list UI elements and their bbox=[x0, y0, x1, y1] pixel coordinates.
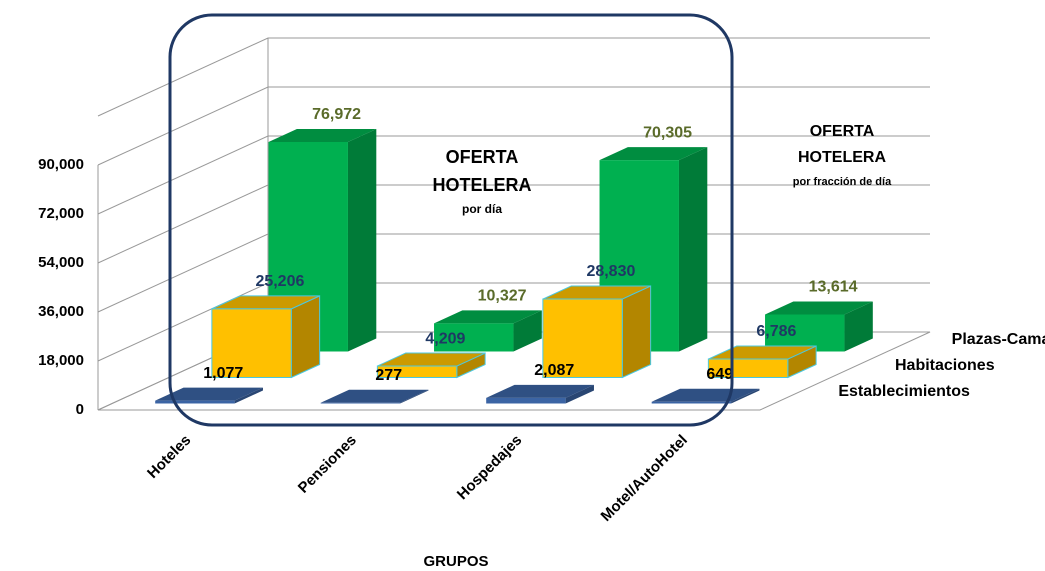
legend-label: Plazas-Cama bbox=[952, 331, 1045, 348]
data-label: 4,209 bbox=[425, 330, 465, 347]
bar-front bbox=[320, 402, 401, 404]
bar-front bbox=[765, 314, 845, 352]
bar-top bbox=[765, 301, 873, 315]
legend-label: Habitaciones bbox=[895, 357, 995, 374]
x-tick-label: Pensiones bbox=[295, 432, 360, 497]
bar-front bbox=[434, 323, 514, 352]
bar-side bbox=[844, 301, 873, 352]
y-tick-label: 90,000 bbox=[38, 156, 84, 173]
data-label: 6,786 bbox=[756, 323, 796, 340]
data-label: 25,206 bbox=[255, 273, 304, 290]
y-tick-label: 18,000 bbox=[38, 352, 84, 369]
chart-frame: 0 18,000 36,000 54,000 72,000 90,000 Hoteles Pe… bbox=[38, 37, 1045, 525]
bar-front bbox=[651, 401, 732, 404]
bar bbox=[651, 388, 760, 404]
bar-top bbox=[268, 128, 377, 142]
data-label: 649 bbox=[706, 366, 733, 383]
y-tick-label: 0 bbox=[76, 401, 84, 418]
bar-top bbox=[486, 384, 594, 398]
data-label: 70,305 bbox=[643, 124, 692, 141]
data-label: 277 bbox=[375, 367, 402, 384]
bar-top bbox=[434, 310, 542, 324]
y-tick-label: 54,000 bbox=[38, 254, 84, 271]
bar-front bbox=[542, 298, 623, 378]
highlight-frame bbox=[168, 13, 734, 427]
data-label: 13,614 bbox=[809, 279, 858, 296]
grid-line bbox=[97, 86, 930, 166]
bar bbox=[486, 384, 594, 404]
bar-front bbox=[155, 400, 235, 404]
data-label: 10,327 bbox=[478, 288, 527, 305]
bars: 76,972 10,327 70,305 13,614 25,206 4,209 28,83… bbox=[155, 106, 873, 404]
bar-side bbox=[678, 147, 708, 352]
bar bbox=[434, 310, 542, 352]
data-label: 28,830 bbox=[586, 263, 635, 280]
bar-side bbox=[234, 387, 263, 404]
data-label: 1,077 bbox=[203, 365, 243, 382]
y-tick-label: 36,000 bbox=[38, 303, 84, 320]
bar-front bbox=[211, 308, 292, 378]
x-tick-label: Motel/AutoHotel bbox=[598, 432, 691, 525]
bar-side bbox=[347, 128, 377, 352]
bar-side bbox=[290, 295, 321, 379]
legend-label: Establecimientos bbox=[838, 383, 970, 400]
bar-top bbox=[651, 388, 760, 402]
x-tick-label: Hospedajes bbox=[454, 432, 526, 504]
bar-side bbox=[621, 285, 652, 379]
bar-side bbox=[731, 388, 760, 404]
bar bbox=[211, 295, 321, 379]
x-axis-label: GRUPOS bbox=[423, 553, 488, 570]
bar-top bbox=[320, 389, 429, 403]
wall-top bbox=[97, 37, 930, 117]
annotation-subtitle: HOTELERA bbox=[433, 175, 532, 195]
annotation-title: OFERTA bbox=[810, 123, 875, 140]
bar bbox=[320, 389, 429, 404]
data-label: 76,972 bbox=[312, 106, 361, 123]
bar-front bbox=[707, 358, 789, 378]
bar-front bbox=[486, 397, 566, 404]
bar-side bbox=[513, 310, 542, 352]
data-label: 2,087 bbox=[534, 362, 574, 379]
grid-line bbox=[97, 282, 930, 362]
bar-top bbox=[155, 387, 263, 401]
bar-side bbox=[400, 389, 429, 404]
annotation-subtitle: HOTELERA bbox=[798, 149, 886, 166]
y-tick-label: 72,000 bbox=[38, 205, 84, 222]
annotation-note: por fracción de día bbox=[793, 176, 892, 188]
annotation-title: OFERTA bbox=[446, 147, 519, 167]
bar bbox=[765, 301, 873, 352]
grid-line bbox=[97, 233, 930, 313]
x-tick-label: Hoteles bbox=[144, 432, 194, 482]
bar-front bbox=[376, 365, 458, 378]
grid-line bbox=[97, 135, 930, 215]
bar bbox=[155, 387, 263, 404]
bar-top bbox=[599, 147, 708, 161]
annotation-note: por día bbox=[462, 202, 502, 216]
grid-line bbox=[97, 184, 930, 264]
bar bbox=[542, 285, 652, 379]
bar-side bbox=[565, 384, 594, 404]
bar bbox=[707, 345, 817, 379]
bar bbox=[376, 352, 486, 379]
